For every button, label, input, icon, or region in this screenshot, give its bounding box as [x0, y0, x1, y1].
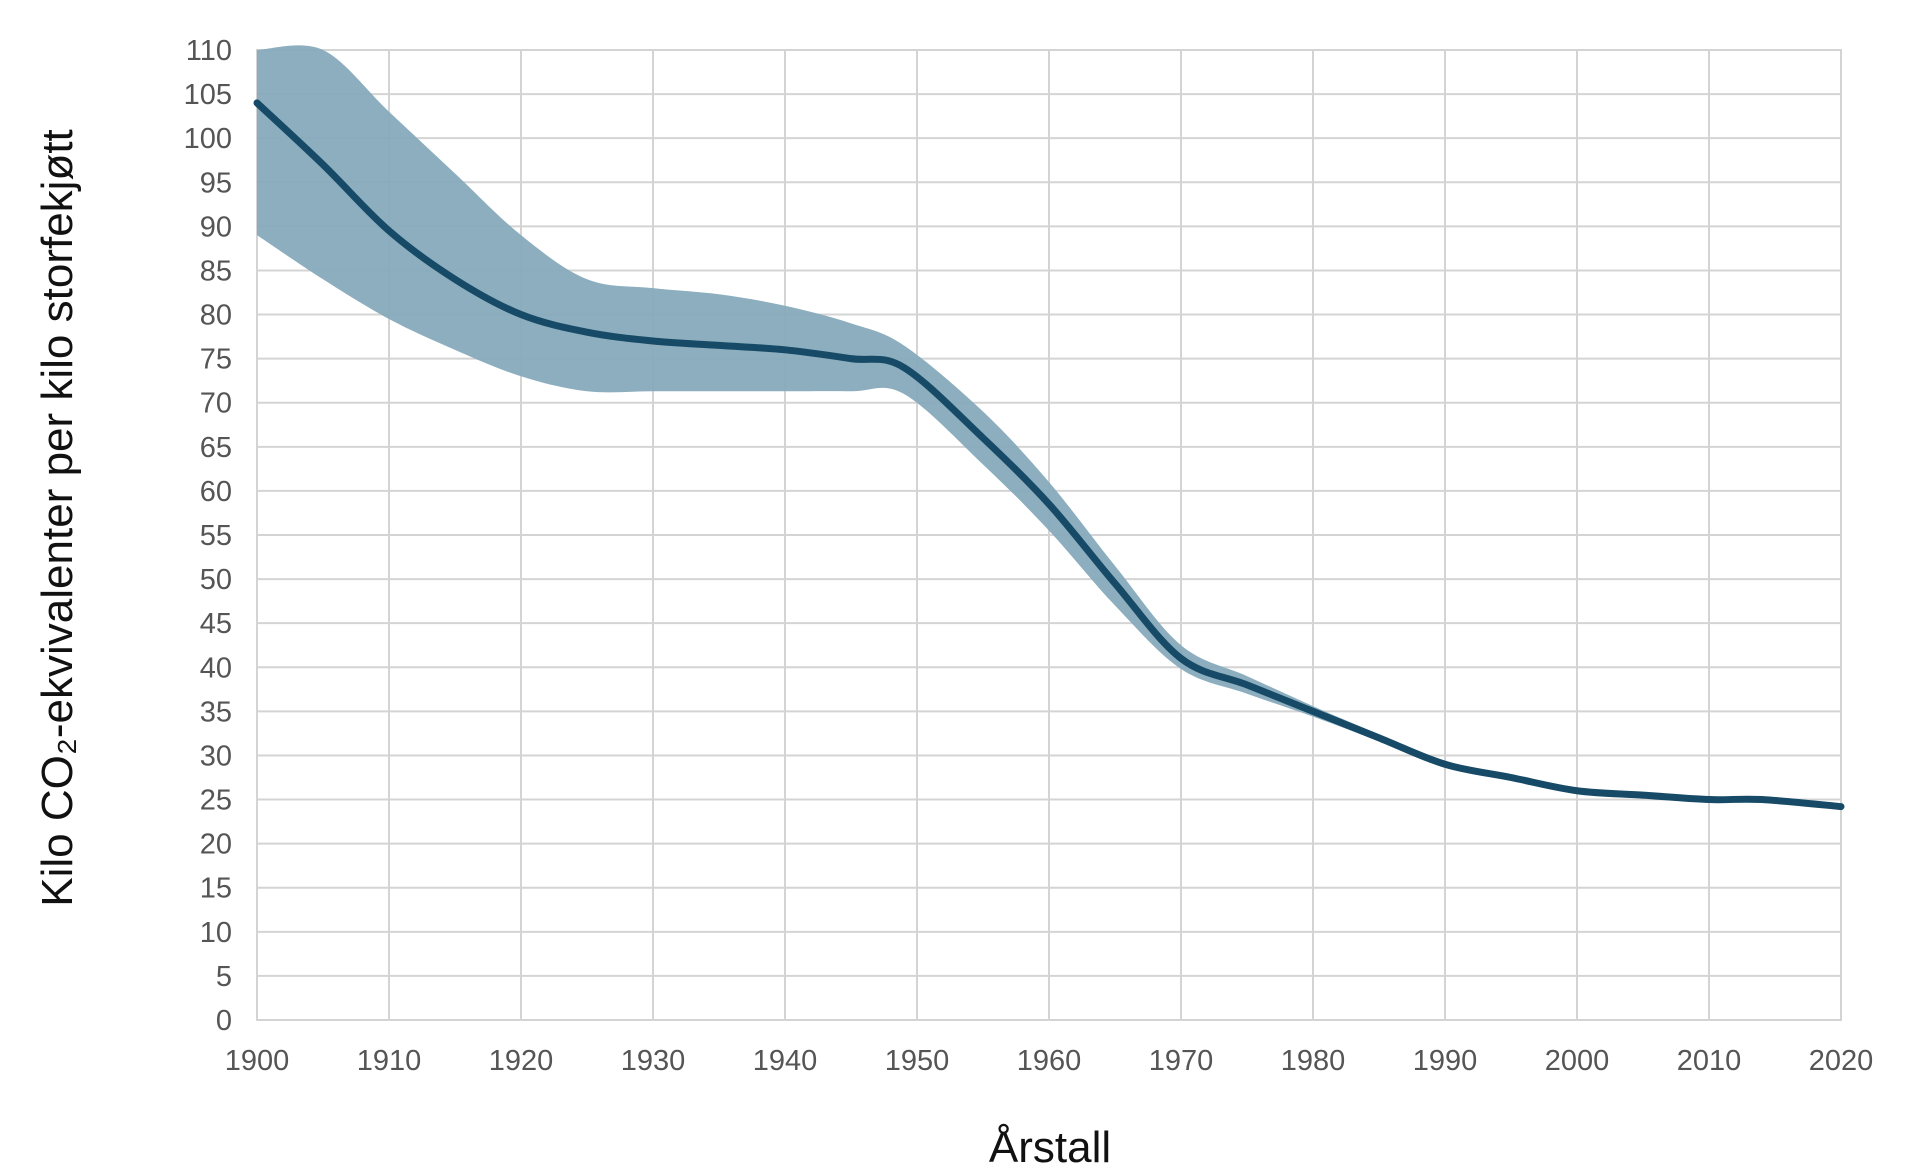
y-tick-label: 45: [200, 608, 232, 640]
y-tick-label: 15: [200, 873, 232, 905]
y-tick-label: 55: [200, 520, 232, 552]
x-tick-label: 2000: [1545, 1045, 1610, 1077]
x-tick-label: 1950: [885, 1045, 950, 1077]
y-tick-label: 110: [186, 35, 232, 67]
plot-frame: [256, 49, 1842, 1021]
x-tick-label: 1990: [1413, 1045, 1478, 1077]
y-tick-label: 40: [200, 652, 232, 684]
x-tick-label: 1900: [225, 1045, 290, 1077]
x-tick-label: 1940: [753, 1045, 818, 1077]
y-tick-label: 0: [216, 1005, 232, 1037]
x-tick-label: 1970: [1149, 1045, 1214, 1077]
x-tick-label: 1960: [1017, 1045, 1082, 1077]
y-tick-label: 90: [200, 211, 232, 243]
y-tick-label: 65: [200, 432, 232, 464]
y-tick-label: 60: [200, 476, 232, 508]
y-tick-label: 95: [200, 167, 232, 199]
y-tick-label: 5: [216, 961, 232, 993]
y-tick-label: 80: [200, 300, 232, 332]
x-tick-label: 2020: [1809, 1045, 1874, 1077]
y-tick-label: 20: [200, 829, 232, 861]
x-tick-label: 1920: [489, 1045, 554, 1077]
x-axis-title: Årstall: [989, 1123, 1111, 1172]
y-tick-label: 25: [200, 785, 232, 817]
x-axis-ticks: 1900 1910 1920 1930 1940 1950 1960 1970 1980 1990…: [225, 1045, 1874, 1077]
y-tick-label: 100: [184, 123, 232, 155]
y-axis-title: Kilo CO₂-ekvivalenter per kilo storfekjø…: [33, 129, 82, 907]
y-tick-label: 10: [200, 917, 232, 949]
x-tick-label: 1910: [357, 1045, 422, 1077]
x-tick-label: 2010: [1677, 1045, 1742, 1077]
y-tick-label: 85: [200, 255, 232, 287]
x-tick-label: 1980: [1281, 1045, 1346, 1077]
y-tick-label: 35: [200, 696, 232, 728]
y-tick-label: 50: [200, 564, 232, 596]
y-tick-label: 70: [200, 388, 232, 420]
y-axis-ticks: 0 5 10 15 20 25 30 35 40 45 50 55 60 65 70 75 80 85 90 95 10…: [184, 35, 232, 1037]
gridlines: [256, 49, 1842, 1021]
y-tick-label: 105: [184, 79, 232, 111]
y-tick-label: 30: [200, 740, 232, 772]
series-line: [253, 99, 1845, 811]
x-tick-label: 1930: [621, 1045, 686, 1077]
y-tick-label: 75: [200, 344, 232, 376]
